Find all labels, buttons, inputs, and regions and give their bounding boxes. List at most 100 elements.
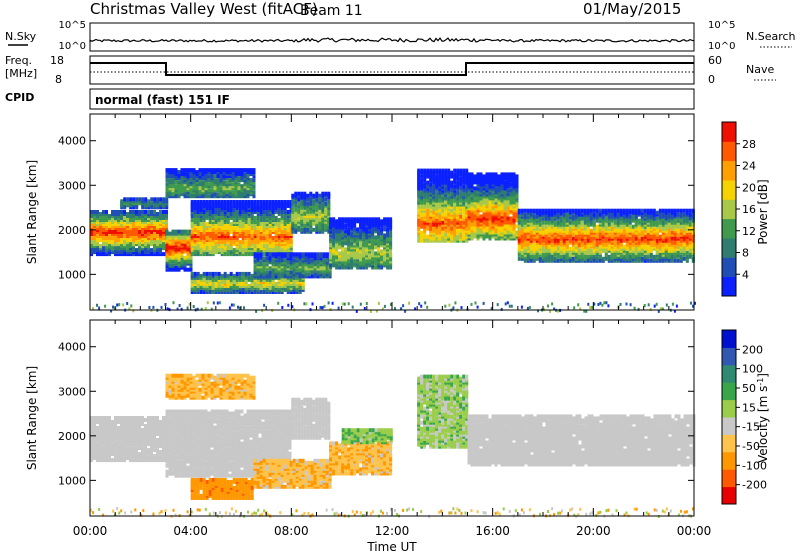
power-cell — [93, 234, 96, 239]
power-cell — [204, 168, 208, 173]
power-cell — [291, 193, 295, 198]
power-cell — [268, 290, 272, 294]
power-cell — [509, 188, 513, 193]
power-cell — [450, 188, 454, 193]
power-cell — [420, 178, 424, 183]
power-cell — [553, 256, 557, 261]
power-cell — [274, 216, 278, 220]
power-cell — [586, 254, 590, 259]
power-cell — [126, 197, 130, 202]
power-cell — [538, 236, 542, 241]
power-cell — [246, 168, 250, 173]
nsearch-label: N.Search — [746, 30, 796, 43]
power-cell — [259, 226, 263, 230]
power-cell — [247, 200, 251, 204]
power-cell — [180, 253, 184, 258]
power-cell — [214, 234, 218, 239]
power-cell — [235, 271, 239, 276]
power-cell — [138, 210, 141, 214]
power-cell — [216, 178, 220, 183]
power-cell — [202, 240, 206, 245]
power-cell — [467, 172, 471, 177]
power-cell — [453, 172, 457, 177]
power-cell — [383, 221, 387, 226]
power-cell — [262, 262, 266, 267]
power-cell — [265, 246, 269, 251]
power-cell — [238, 271, 242, 276]
power-cell — [283, 200, 287, 204]
power-cell — [485, 232, 489, 237]
power-cell — [435, 190, 439, 195]
power-cell — [426, 204, 430, 209]
power-cell — [202, 200, 206, 204]
power-cell — [423, 204, 427, 209]
power-cell — [105, 210, 108, 214]
power-cell — [335, 221, 339, 226]
power-cell — [306, 227, 310, 232]
power-cell — [126, 212, 129, 216]
power-cell — [271, 258, 275, 263]
power-cell — [467, 226, 471, 231]
power-cell — [559, 246, 563, 251]
power-cell — [174, 253, 178, 258]
power-cell — [488, 220, 492, 225]
power-cell — [300, 227, 304, 232]
power-cell — [473, 198, 477, 203]
power-cell — [550, 248, 554, 253]
power-cell — [268, 252, 272, 257]
power-cell — [268, 200, 272, 204]
power-cell — [162, 214, 165, 218]
power-cell — [380, 235, 384, 240]
power-cell — [327, 225, 331, 230]
power-cell — [312, 227, 316, 232]
power-cell — [238, 244, 242, 249]
power-cell — [432, 204, 436, 209]
power-cell — [462, 234, 466, 239]
power-cell — [226, 273, 230, 278]
power-cell — [193, 271, 197, 276]
power-cell — [229, 290, 233, 294]
power-cell — [180, 168, 184, 173]
power-cell — [371, 253, 375, 258]
power-cell — [102, 210, 105, 214]
power-cell — [283, 268, 287, 273]
power-cell — [99, 234, 102, 239]
power-cell — [444, 204, 448, 209]
power-cell — [256, 216, 260, 220]
power-cell — [283, 277, 287, 282]
power-cell — [156, 197, 160, 202]
power-cell — [262, 290, 266, 294]
power-cell — [577, 208, 581, 213]
power-cell — [586, 208, 590, 213]
power-cell — [274, 281, 278, 286]
power-cell — [286, 290, 290, 294]
power-cell — [589, 208, 593, 213]
power-cell — [559, 248, 563, 253]
power-cell — [362, 221, 366, 226]
power-cell — [150, 201, 154, 206]
power-cell — [165, 174, 169, 179]
power-cell — [210, 180, 214, 185]
power-cell — [329, 263, 333, 268]
power-cell — [313, 272, 317, 277]
power-cell — [153, 210, 156, 214]
power-cell — [541, 252, 545, 257]
freq-label: Freq. — [5, 54, 32, 67]
power-cell — [256, 268, 260, 273]
power-cell — [380, 221, 384, 226]
power-cell — [327, 199, 331, 204]
power-cell — [207, 194, 211, 199]
power-cell — [249, 180, 253, 185]
power-cell — [189, 174, 193, 179]
power-cell — [277, 234, 281, 239]
power-cell — [374, 251, 378, 256]
power-cell — [432, 184, 436, 189]
power-cell — [250, 290, 254, 294]
power-cell — [368, 221, 372, 226]
power-cell — [277, 242, 281, 247]
power-cell — [289, 234, 293, 239]
power-cell — [459, 176, 463, 181]
power-cell — [485, 184, 489, 189]
power-cell — [225, 180, 229, 185]
power-cell — [274, 252, 278, 257]
